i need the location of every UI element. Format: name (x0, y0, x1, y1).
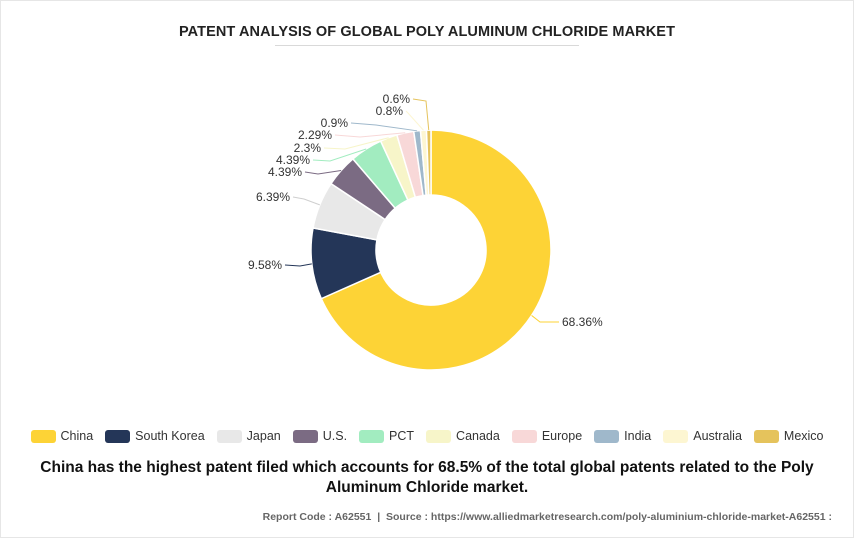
data-label-japan: 6.39% (256, 190, 290, 204)
data-label-u-s: 4.39% (268, 165, 302, 179)
chart-summary: China has the highest patent filed which… (40, 459, 814, 496)
data-label-china: 68.36% (562, 315, 603, 329)
data-label-australia: 0.8% (376, 104, 404, 118)
legend-label: India (624, 429, 652, 443)
legend-label: U.S. (322, 429, 348, 443)
legend-label: Japan (246, 429, 281, 443)
leader-line-canada (323, 137, 389, 150)
legend-item-u-s[interactable]: U.S. (292, 429, 348, 443)
legend-label: PCT (389, 429, 415, 443)
legend-label: Mexico (783, 429, 824, 443)
source-link[interactable]: Source : https://www.alliedmarketresearc… (386, 511, 832, 523)
data-label-south-korea: 9.58% (248, 258, 282, 272)
leader-line-india (350, 122, 418, 132)
legend-label: Canada (456, 429, 500, 443)
chart-title: PATENT ANALYSIS OF GLOBAL POLY ALUMINUM … (178, 24, 676, 40)
data-label-europe: 2.29% (298, 128, 332, 142)
legend-item-europe[interactable]: Europe (511, 429, 583, 443)
legend-item-japan[interactable]: Japan (216, 429, 281, 443)
leader-line-u-s (304, 170, 342, 175)
legend-item-australia[interactable]: Australia (663, 429, 742, 443)
legend-swatch (105, 429, 131, 443)
leader-line-china (531, 315, 559, 323)
slice-china[interactable] (320, 129, 552, 371)
legend-swatch (292, 429, 318, 443)
leader-line-mexico (412, 98, 430, 131)
legend-item-south-korea[interactable]: South Korea (105, 429, 205, 443)
slice-mexico[interactable] (425, 129, 432, 196)
legend-item-canada[interactable]: Canada (426, 429, 500, 443)
title-divider (275, 45, 579, 46)
legend-swatch (594, 429, 620, 443)
legend-swatch (216, 429, 242, 443)
leader-line-pct (312, 148, 367, 162)
legend-label: Europe (541, 429, 583, 443)
legend-swatch (753, 429, 779, 443)
data-label-mexico: 0.6% (383, 92, 411, 106)
legend-swatch (359, 429, 385, 443)
legend-swatch (511, 429, 537, 443)
legend-label: South Korea (135, 429, 205, 443)
data-label-canada: 2.3% (294, 141, 322, 155)
leader-line-europe (334, 132, 406, 138)
legend-label: China (60, 429, 94, 443)
leader-line-south-korea (284, 263, 312, 267)
legend-label: Australia (693, 429, 742, 443)
report-code: Report Code : A62551 (262, 511, 372, 523)
donut-chart: 68.36%9.58%6.39%4.39%4.39%2.3%2.29%0.9%0… (248, 92, 603, 371)
legend-item-china[interactable]: China (30, 429, 94, 443)
legend-swatch (426, 429, 452, 443)
legend-item-india[interactable]: India (594, 429, 651, 443)
legend-item-pct[interactable]: PCT (359, 429, 414, 443)
data-label-pct: 4.39% (276, 153, 310, 167)
leader-line-japan (292, 196, 320, 206)
leader-line-australia (405, 110, 424, 131)
chart-legend: China South Korea Japan U.S. PCT Canada Europe… (0, 429, 854, 443)
legend-swatch (663, 429, 689, 443)
chart-footer: Report Code : A62551 | Source : https://… (263, 511, 832, 523)
legend-swatch (30, 429, 56, 443)
legend-item-mexico[interactable]: Mexico (753, 429, 824, 443)
footer-separator: | (377, 511, 381, 523)
data-label-india: 0.9% (321, 116, 349, 130)
